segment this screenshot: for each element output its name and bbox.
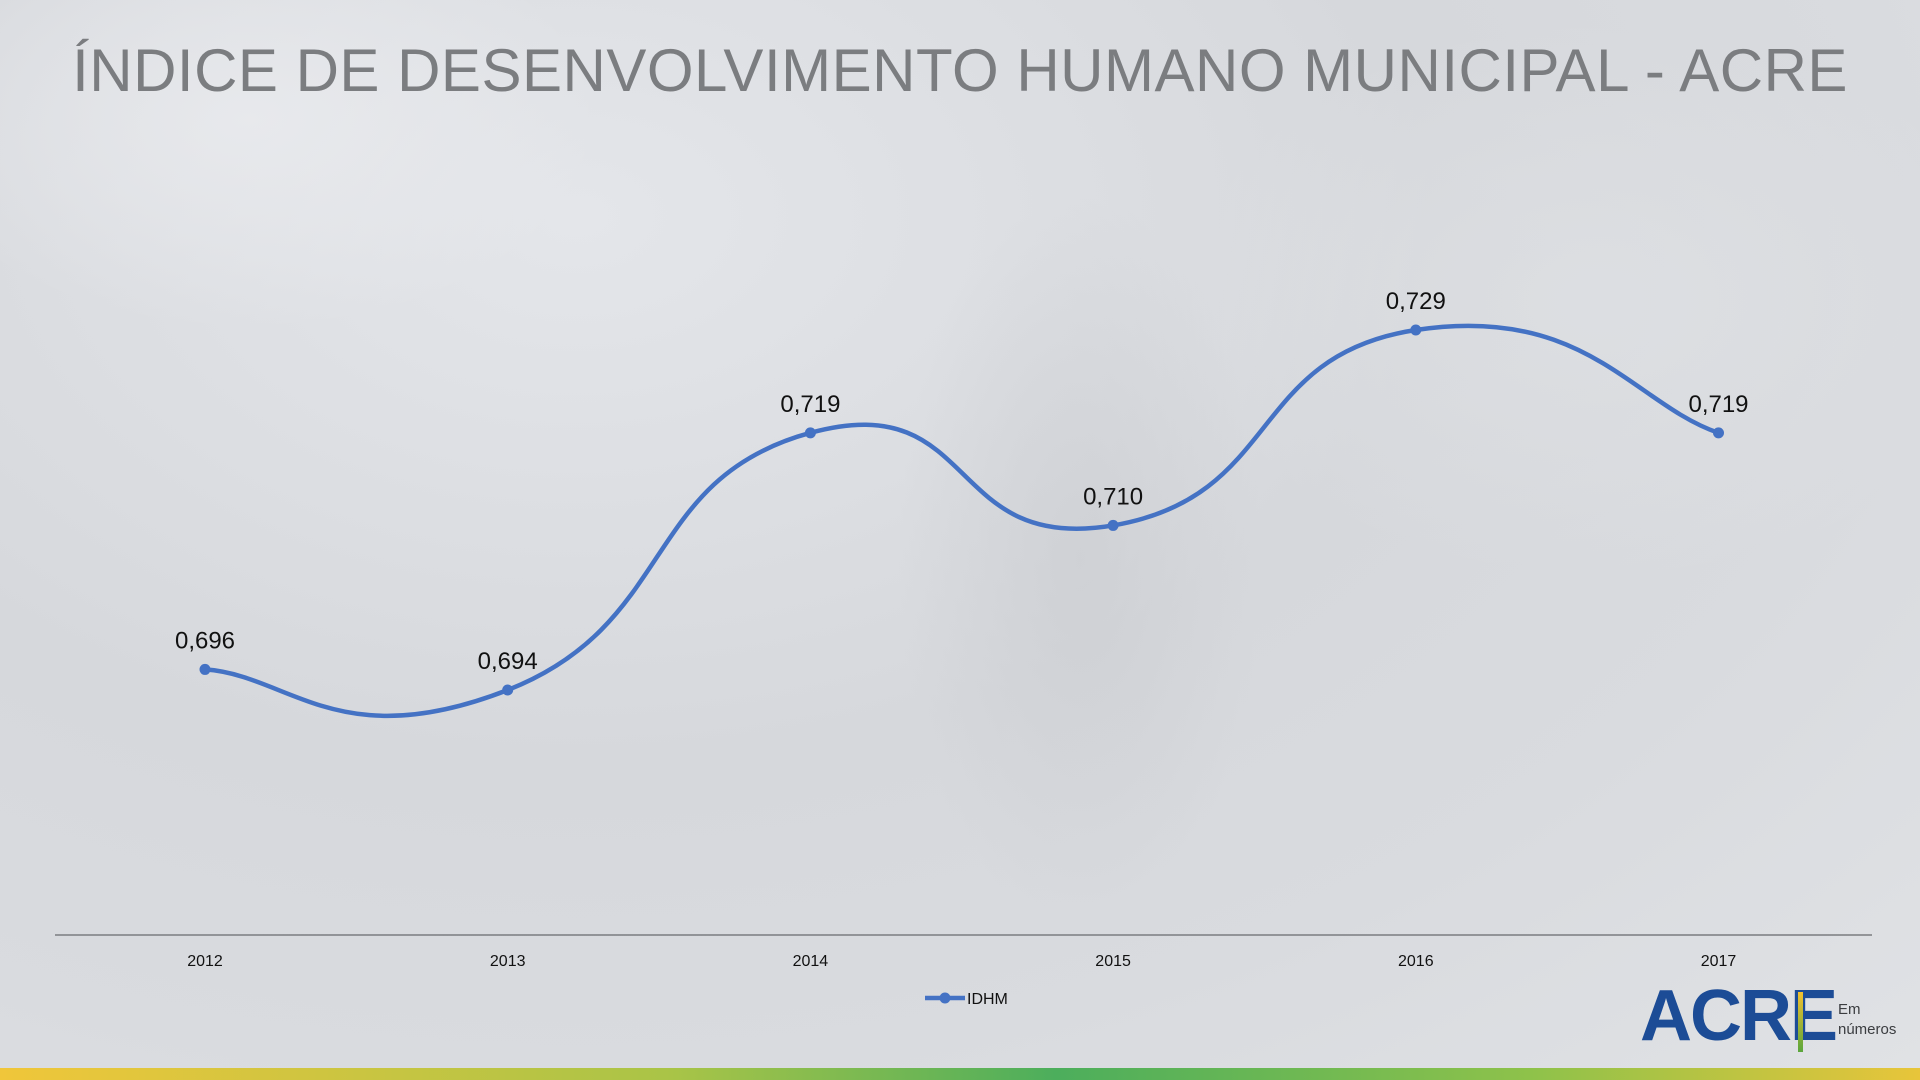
data-label: 0,694 bbox=[478, 648, 538, 675]
series-line-idhm bbox=[202, 323, 1721, 719]
logo-subtitle-line2: números bbox=[1838, 1020, 1897, 1038]
data-label: 0,719 bbox=[780, 391, 840, 418]
data-label: 0,729 bbox=[1386, 288, 1446, 315]
legend-marker bbox=[939, 992, 951, 1004]
data-point bbox=[1410, 324, 1422, 336]
x-tick-label: 2015 bbox=[1095, 953, 1131, 970]
data-point bbox=[1107, 519, 1119, 531]
x-tick-label: 2013 bbox=[490, 953, 526, 970]
x-tick-label: 2014 bbox=[793, 953, 829, 970]
data-point bbox=[199, 663, 211, 675]
data-point bbox=[1713, 427, 1724, 439]
logo-subtitle: Em números bbox=[1838, 1000, 1896, 1039]
data-point bbox=[804, 427, 816, 439]
x-tick-label: 2016 bbox=[1398, 953, 1434, 970]
page-title: ÍNDICE DE DESENVOLVIMENTO HUMANO MUNICIP… bbox=[72, 37, 1848, 104]
legend-label: IDHM bbox=[967, 991, 1008, 1008]
data-point bbox=[502, 684, 514, 696]
data-label: 0,710 bbox=[1083, 483, 1143, 510]
x-tick-label: 2017 bbox=[1701, 953, 1737, 970]
x-tick-label: 2012 bbox=[187, 953, 223, 970]
data-label: 0,696 bbox=[175, 627, 235, 654]
logo-accent-bar bbox=[1798, 992, 1803, 1052]
data-label: 0,719 bbox=[1688, 391, 1748, 418]
acre-em-numeros-logo: ACRE Em números bbox=[1640, 980, 1910, 1058]
logo-subtitle-line1: Em bbox=[1838, 1001, 1861, 1018]
bottom-color-stripe bbox=[0, 1068, 1920, 1080]
legend: IDHM bbox=[925, 991, 1008, 1008]
logo-text: ACRE bbox=[1640, 976, 1838, 1056]
